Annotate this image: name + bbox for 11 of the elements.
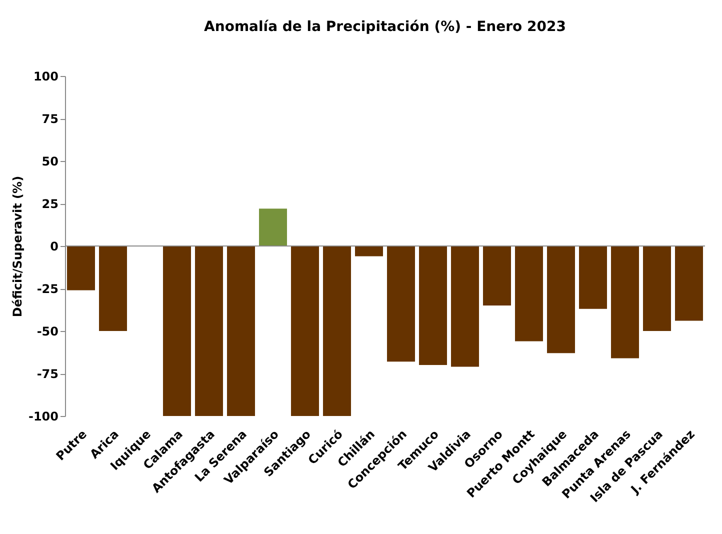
y-tick-label: 50 (42, 154, 58, 168)
y-tick-label: -75 (36, 367, 58, 381)
y-tick-label: 0 (50, 240, 58, 254)
y-tick-label: 75 (42, 112, 58, 126)
y-tick-label: 25 (42, 197, 58, 211)
y-tick-label: -50 (36, 324, 58, 338)
chart-title: Anomalía de la Precipitación (%) - Enero 2023 (204, 19, 566, 35)
y-axis-title: Déficit/Superavit (%) (10, 176, 24, 318)
y-tick-label: -100 (28, 410, 58, 424)
y-tick-label: -25 (36, 282, 58, 296)
y-tick-label: 100 (33, 70, 58, 84)
